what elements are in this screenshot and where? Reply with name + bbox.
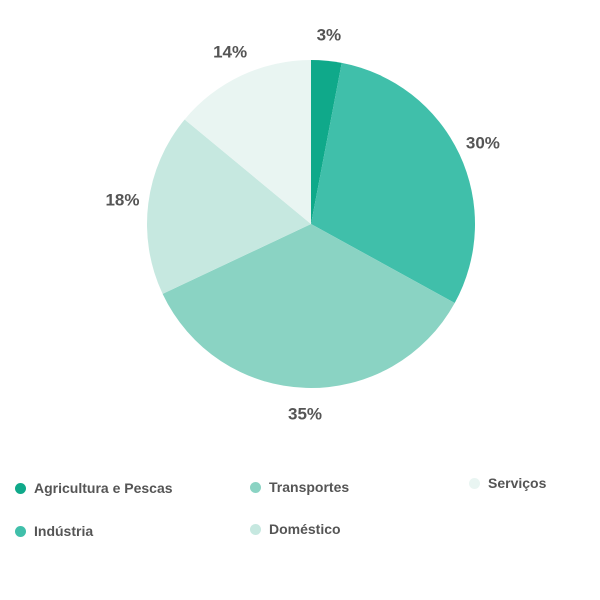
legend-swatch [469,477,480,489]
pie-slice-industria [311,62,476,304]
legend-label: Serviços [488,475,547,491]
slice-label-servicos: 14% [213,43,247,62]
pie-slice-transportes [162,224,455,388]
legend-swatch [15,482,26,494]
legend-label: Transportes [269,479,350,495]
legend-label: Indústria [34,523,94,539]
legend-label: Agricultura e Pescas [34,480,173,496]
legend-swatch [15,525,26,537]
pie-slice-domestico [147,119,311,294]
slice-label-transportes: 35% [288,404,322,423]
legend-swatch [250,523,261,535]
slice-label-agricultura-e-pescas: 3% [317,25,342,44]
legend-item-servicos: Serviços [469,475,546,491]
slice-label-domestico: 18% [105,191,139,210]
legend-item-agricultura: Agricultura e Pescas [15,480,173,496]
pie-slice-servicos [184,60,311,224]
legend-item-industria: Indústria [15,523,93,539]
legend-item-transportes: Transportes [250,479,349,495]
legend-label: Doméstico [269,521,341,537]
slice-labels-group: 3% 30% 35% 18% 14% [105,25,499,423]
legend-swatch [250,481,261,493]
slices-group [147,60,476,388]
slice-label-industria: 30% [466,134,500,153]
legend-item-domestico: Doméstico [250,521,341,537]
pie-slice-agricultura-e-pescas [311,60,342,224]
